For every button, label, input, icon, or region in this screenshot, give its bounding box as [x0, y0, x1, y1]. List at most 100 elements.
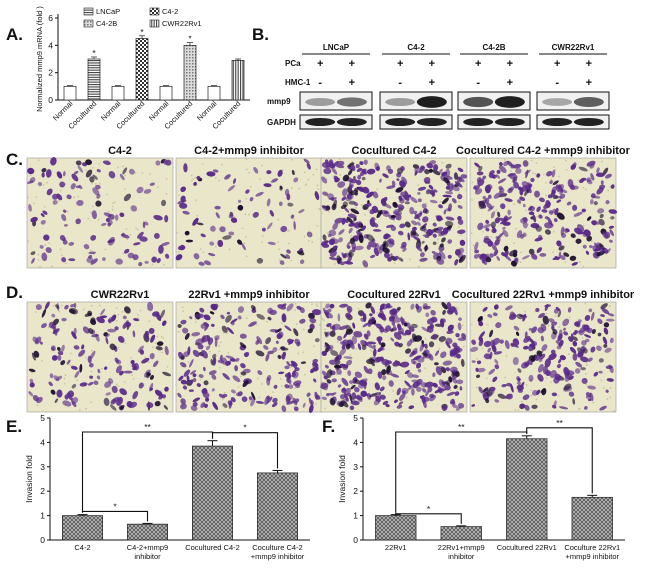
- invaded-cell: [387, 256, 392, 262]
- membrane-pore: [530, 394, 533, 397]
- invaded-cell: [513, 181, 520, 189]
- membrane-pore: [336, 340, 339, 343]
- invaded-cell: [79, 363, 83, 373]
- invaded-cell: [133, 318, 140, 322]
- invaded-cell: [220, 314, 225, 320]
- invaded-cell: [528, 211, 535, 215]
- invaded-cell: [517, 368, 522, 373]
- membrane-pore: [476, 357, 478, 360]
- invaded-cell: [408, 405, 415, 410]
- bar: [61, 515, 103, 541]
- micrograph-row-c: C4-2 C4-2+mmp9 inhibitor Cocultured C4-2 Co…: [26, 145, 631, 269]
- invaded-cell: [119, 370, 124, 376]
- invaded-cell: [550, 349, 556, 355]
- invaded-cell: [557, 310, 562, 318]
- invaded-cell: [63, 209, 67, 213]
- invaded-cell: [133, 362, 140, 371]
- membrane-pore: [107, 210, 110, 213]
- invaded-cell: [201, 349, 208, 359]
- invaded-cell: [565, 370, 575, 376]
- membrane-pore: [367, 208, 370, 211]
- invaded-cell: [446, 309, 454, 314]
- invaded-cell: [413, 210, 418, 214]
- membrane-pore: [27, 196, 29, 199]
- legend-swatch: [149, 19, 160, 28]
- membrane-pore: [59, 248, 62, 251]
- invaded-cell: [432, 372, 436, 377]
- invaded-cell: [479, 253, 488, 260]
- invaded-cell: [399, 180, 406, 188]
- invaded-cell: [572, 204, 578, 211]
- membrane-pore: [314, 403, 317, 406]
- bar: [135, 38, 149, 101]
- membrane-pore: [97, 218, 100, 221]
- invaded-cell: [563, 331, 569, 336]
- invaded-cell: [370, 306, 376, 314]
- invaded-cell: [339, 325, 348, 330]
- invaded-cell: [164, 345, 169, 356]
- y-tick-label: 1: [353, 511, 358, 521]
- invaded-cell: [349, 394, 353, 402]
- invaded-cell: [332, 160, 339, 168]
- invaded-cell: [209, 311, 215, 315]
- invaded-cell: [383, 203, 392, 209]
- invaded-cell: [471, 360, 476, 363]
- invaded-cell: [306, 392, 311, 397]
- mmp9-band: [542, 98, 573, 106]
- invaded-cell: [593, 201, 598, 206]
- invaded-cell: [296, 305, 302, 310]
- invaded-cell: [608, 364, 613, 368]
- invaded-cell: [375, 166, 380, 171]
- invaded-cell: [512, 357, 519, 366]
- invaded-cell: [590, 311, 595, 321]
- invaded-cell: [123, 193, 132, 202]
- micrograph-title: Cocultured C4-2: [352, 145, 437, 157]
- membrane-pore: [315, 303, 318, 306]
- invaded-cell: [208, 370, 217, 376]
- membrane-pore: [241, 227, 244, 230]
- invaded-cell: [443, 177, 450, 184]
- membrane-pore: [122, 252, 125, 255]
- invaded-cell: [100, 308, 106, 316]
- membrane-pore: [458, 200, 460, 203]
- invaded-cell: [332, 245, 338, 250]
- membrane-pore: [392, 390, 394, 392]
- y-tick-label: 5: [40, 413, 45, 423]
- membrane-pore: [121, 310, 124, 313]
- membrane-pore: [535, 162, 538, 165]
- invaded-cell: [454, 259, 459, 266]
- mmp9-band: [463, 96, 494, 108]
- invaded-cell: [112, 397, 119, 403]
- membrane-pore: [584, 188, 587, 191]
- membrane-pore: [425, 202, 428, 205]
- invaded-cell: [579, 345, 585, 351]
- invaded-cell: [493, 249, 499, 257]
- membrane-pore: [554, 315, 557, 318]
- membrane-pore: [436, 242, 439, 244]
- invaded-cell: [358, 234, 364, 244]
- invaded-cell: [249, 196, 254, 202]
- invaded-cell: [198, 261, 205, 266]
- invaded-cell: [66, 194, 72, 200]
- membrane-pore: [65, 262, 67, 265]
- membrane-pore: [47, 326, 50, 329]
- invaded-cell: [422, 216, 429, 223]
- x-tick-label: +mmp9 inhibitor: [251, 552, 305, 561]
- invaded-cell: [147, 301, 154, 312]
- invaded-cell: [48, 381, 53, 387]
- invaded-cell: [410, 303, 415, 310]
- invaded-cell: [225, 314, 232, 323]
- panel-label-a: A.: [6, 25, 23, 44]
- invaded-cell: [350, 208, 360, 215]
- invaded-cell: [184, 333, 190, 340]
- invaded-cell: [203, 314, 211, 321]
- hmc1-sign: +: [586, 77, 592, 89]
- significance-label: **: [458, 422, 465, 432]
- invaded-cell: [573, 211, 583, 217]
- gapdh-band: [305, 118, 336, 126]
- x-tick-label: Cocultured 22Rv1: [497, 543, 557, 552]
- membrane-pore: [237, 386, 240, 389]
- y-tick-label: 0: [48, 95, 53, 105]
- invaded-cell: [605, 173, 612, 179]
- invaded-cell: [595, 172, 605, 178]
